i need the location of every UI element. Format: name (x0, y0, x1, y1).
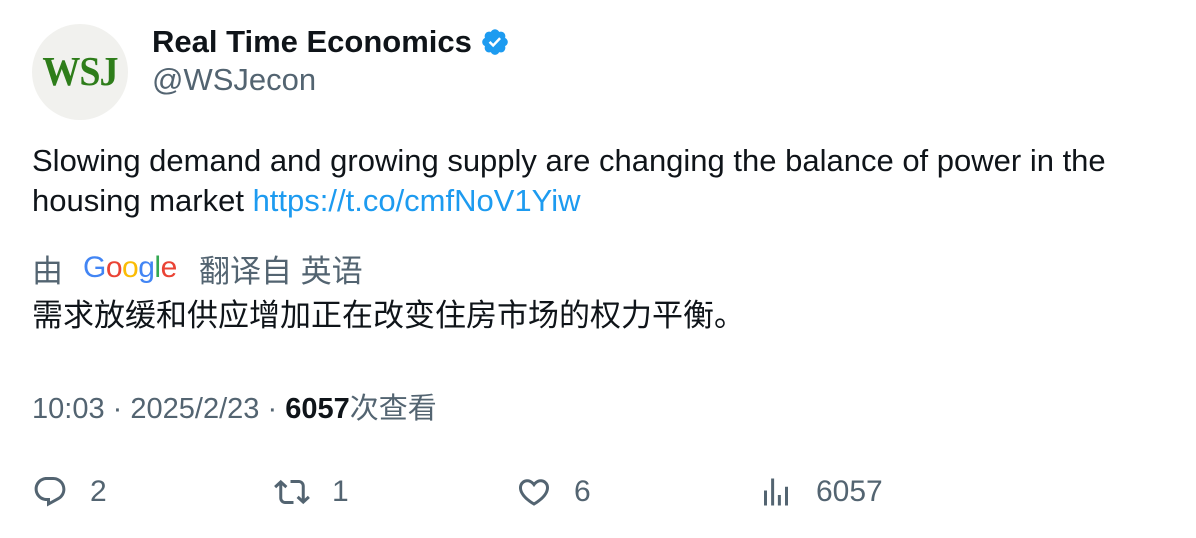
tweet-date[interactable]: 2025/2/23 (130, 393, 260, 425)
reply-count: 2 (90, 475, 107, 508)
display-name[interactable]: Real Time Economics (152, 24, 472, 59)
translated-text: 需求放缓和供应增加正在改变住房市场的权力平衡。 (32, 298, 745, 333)
wsj-logo: WSJ (42, 49, 118, 95)
meta-separator: · (267, 393, 278, 425)
translation-suffix: 翻译自 英语 (199, 253, 363, 289)
verified-badge-icon[interactable] (480, 27, 510, 57)
retweet-button[interactable]: 1 (274, 468, 349, 516)
retweet-count: 1 (332, 475, 349, 508)
heart-icon (518, 479, 550, 506)
tweet-text: Slowing demand and growing supply are ch… (32, 141, 1172, 221)
svg-text:Google: Google (83, 251, 177, 284)
tweet-meta: 10:03 · 2025/2/23 · 6057次查看 (32, 385, 437, 427)
tweet-body: Slowing demand and growing supply are ch… (32, 143, 1106, 218)
retweet-icon (274, 479, 310, 505)
views-action-count: 6057 (816, 475, 883, 508)
reply-icon (34, 477, 66, 507)
author-handle[interactable]: @WSJecon (152, 62, 317, 97)
translation-prefix: 由 (32, 253, 63, 289)
views-button[interactable]: 6057 (758, 468, 883, 516)
google-logo-icon[interactable]: Google (83, 251, 179, 285)
avatar[interactable]: WSJ (32, 24, 128, 120)
views-label: 次查看 (349, 393, 437, 425)
translation-attribution: 由 Google 翻译自 英语 (32, 246, 363, 290)
reply-button[interactable]: 2 (32, 468, 107, 516)
action-bar: 2 1 6 6057 (0, 468, 1196, 516)
views-count: 6057 (285, 393, 350, 425)
author-name-row: Real Time Economics (152, 22, 510, 62)
analytics-icon (764, 478, 788, 506)
like-count: 6 (574, 475, 591, 508)
like-button[interactable]: 6 (516, 468, 591, 516)
tweet-time[interactable]: 10:03 (32, 393, 105, 425)
meta-separator: · (112, 393, 123, 425)
tweet-link[interactable]: https://t.co/cmfNoV1Yiw (252, 183, 581, 218)
